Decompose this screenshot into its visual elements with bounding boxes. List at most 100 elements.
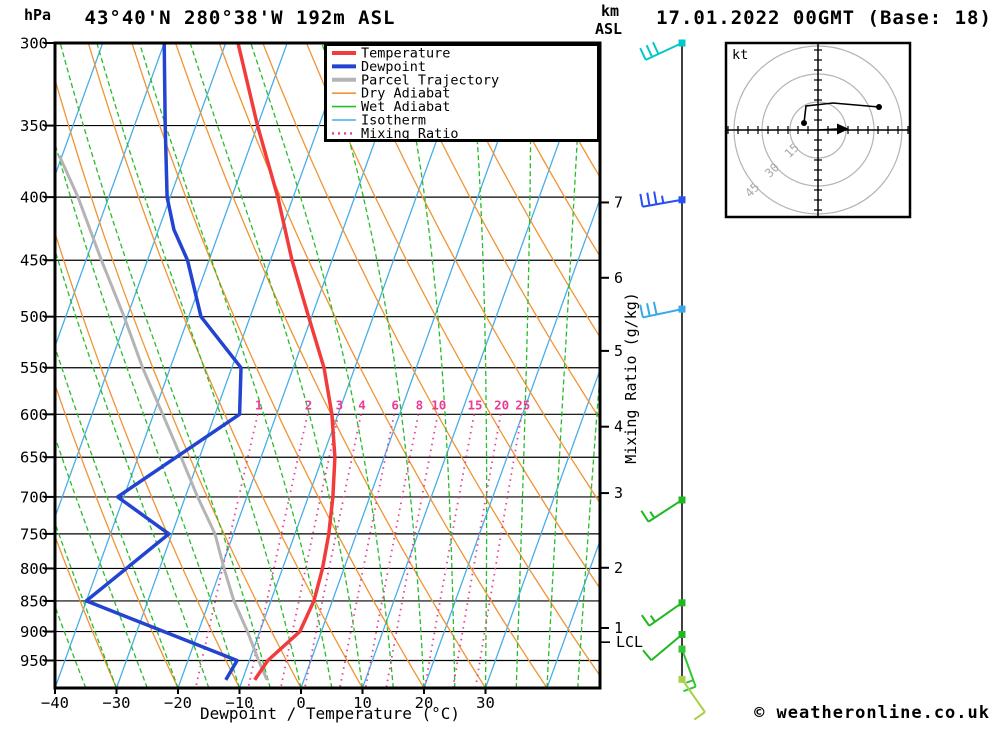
lcl-label: LCL [616, 633, 643, 651]
sounding-curves [57, 44, 337, 681]
wind-barb-feather [640, 510, 650, 523]
wind-barb-shaft [650, 633, 683, 662]
wet-adiabat-line [321, 44, 425, 687]
x-axis-title: Dewpoint / Temperature (°C) [199, 704, 461, 723]
dry-adiabat-line [349, 44, 599, 503]
wind-barb-feather [639, 304, 644, 318]
pressure-tick-label: 850 [20, 592, 48, 610]
km-tick-label: 6 [614, 269, 623, 287]
mixing-ratio-value-label: 3 [336, 397, 344, 412]
legend-label: Parcel Trajectory [361, 72, 499, 88]
temp-tick-label: 0 [296, 694, 305, 712]
pressure-tick-label: 600 [20, 406, 48, 424]
wind-barb-shaft [648, 602, 683, 627]
isotherm-line [56, 44, 165, 346]
isotherm-line [177, 44, 411, 687]
temp-tick-label: −10 [226, 694, 254, 712]
dry-adiabat-line [87, 44, 363, 687]
dry-adiabat-line [262, 44, 599, 676]
wind-barb-station-dot [678, 496, 686, 504]
wind-barb-feather [642, 649, 653, 661]
temp-tick-label: −20 [164, 694, 192, 712]
mixing-ratio-line [339, 414, 395, 687]
km-tick-label: 5 [614, 342, 623, 360]
dry-adiabat-line [56, 385, 179, 687]
pressure-unit-label: hPa [24, 6, 52, 24]
legend-label: Wet Adiabat [361, 99, 450, 115]
pressure-tick-label: 350 [20, 117, 48, 135]
wind-barb-station-dot [678, 645, 686, 653]
wind-barb [639, 39, 686, 61]
wind-barb-shaft [647, 499, 683, 523]
mixing-ratio-line [385, 414, 439, 687]
legend-label: Dry Adiabat [361, 86, 450, 102]
dry-adiabat-line [56, 234, 240, 687]
dry-adiabat-line [175, 44, 486, 687]
mixing-ratio-value-label: 8 [416, 397, 424, 412]
wind-barb-feather [652, 41, 660, 55]
wet-adiabat-line [546, 44, 583, 687]
wind-barb-station-dot [678, 599, 686, 607]
dry-adiabats [56, 44, 599, 687]
legend-label: Mixing Ratio [361, 126, 459, 142]
pressure-tick-label: 950 [20, 652, 48, 670]
location-title: 43°40'N 280°38'W 192m ASL [84, 7, 396, 29]
pressure-tick-label: 450 [20, 252, 48, 270]
legend-box [324, 43, 600, 142]
parcel-trajectory-curve [57, 154, 269, 681]
dry-adiabat-line [218, 44, 548, 687]
wind-barb-station-dot [678, 305, 686, 313]
mixing-ratio-value-label: 15 [468, 397, 483, 412]
pressure-tick-label: 700 [20, 488, 48, 506]
temp-tick-label: 20 [415, 694, 434, 712]
isotherm-line [423, 199, 599, 687]
km-tick-label: 3 [614, 484, 623, 502]
datetime-title: 17.01.2022 00GMT (Base: 18) [656, 7, 992, 29]
wind-barb [678, 645, 697, 693]
dry-adiabat-line [56, 80, 302, 687]
pressure-axis: 300 350 400 450 500 550 600 650 700 750 800 850 900 9… [20, 35, 55, 670]
isotherm-line [362, 44, 596, 687]
isotherm-line [56, 44, 104, 175]
mixing-ratio-line [424, 414, 475, 687]
wind-barb [639, 301, 686, 319]
dry-adiabat-line [393, 44, 599, 419]
altitude-axis: 1 2 3 4 5 6 7 LCL [600, 193, 643, 651]
mixing-ratio-line [247, 414, 309, 687]
hodograph-trace-start-dot [801, 120, 807, 126]
wind-barb [640, 599, 686, 627]
wet-adiabat-line [577, 379, 599, 687]
isotherm-line [300, 44, 534, 687]
altitude-unit-asl-label: ASL [595, 20, 623, 38]
pressure-tick-label: 550 [20, 359, 48, 377]
wind-barb-shaft [681, 678, 706, 713]
wind-barb-feather [639, 47, 647, 61]
wind-barb-station-dot [678, 675, 686, 683]
storm-motion-line [817, 128, 838, 131]
wind-barb-feather [646, 303, 651, 317]
dry-adiabat-line [480, 44, 599, 256]
wet-adiabat-line [397, 44, 456, 687]
isotherm-line [56, 44, 227, 517]
mixing-ratio-axis-title: Mixing Ratio (g/kg) [622, 292, 640, 464]
km-tick-label: 1 [614, 619, 623, 637]
dry-adiabat-line [436, 44, 599, 337]
pressure-tick-label: 650 [20, 449, 48, 467]
hodograph-trace-end-dot [876, 104, 882, 110]
pressure-tick-label: 400 [20, 189, 48, 207]
wind-barb-half-feather [649, 511, 656, 519]
dry-adiabat-line [131, 44, 425, 687]
pressure-tick-label: 800 [20, 560, 48, 578]
mixing-ratio-lines [194, 414, 523, 687]
pressure-tick-label: 750 [20, 525, 48, 543]
wind-barb-feather [646, 192, 651, 206]
legend-label: Dewpoint [361, 59, 426, 75]
wet-adiabat-line [59, 44, 271, 687]
wet-adiabat-line [250, 44, 394, 687]
isotherm-line [56, 44, 288, 687]
temp-tick-label: 10 [353, 694, 372, 712]
km-tick-label: 2 [614, 559, 623, 577]
legend-label: Temperature [361, 46, 450, 62]
